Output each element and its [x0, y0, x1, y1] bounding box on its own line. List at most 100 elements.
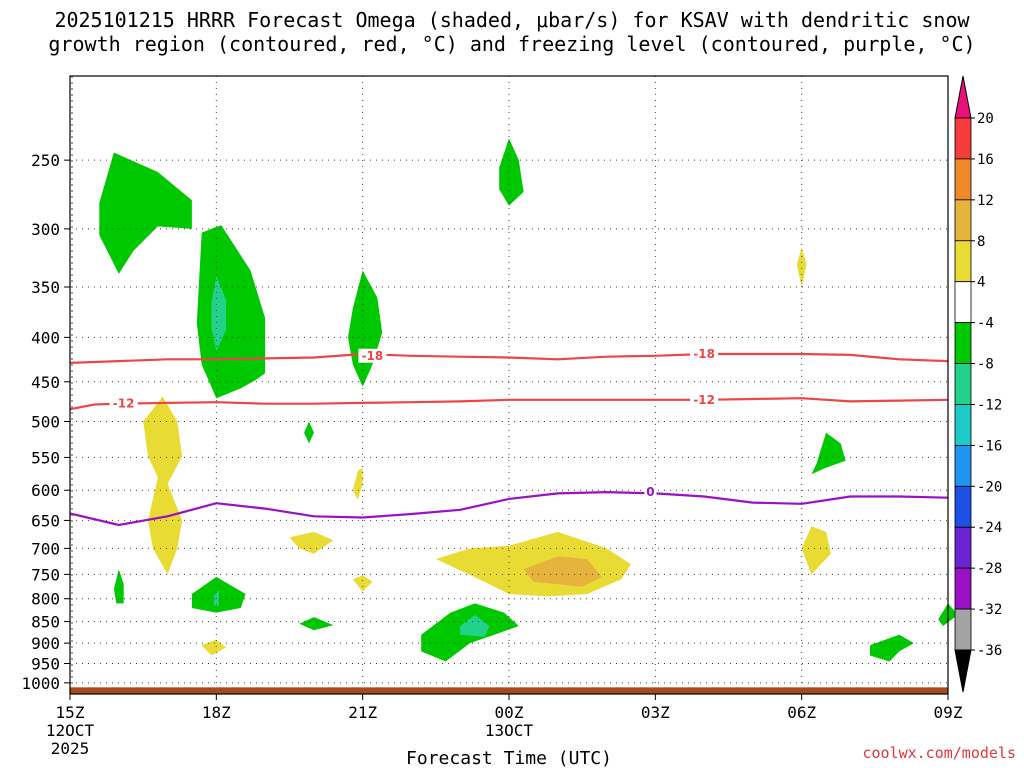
omega-region-green-18z-column — [196, 225, 266, 399]
y-tick-label-600: 600 — [31, 481, 60, 500]
x-tick-sublabel2-15Z: 2025 — [51, 739, 90, 758]
omega-region-yellow-17z-column — [143, 396, 183, 575]
colorbar-seg-12 — [954, 608, 972, 651]
x-tick-label-03Z: 03Z — [641, 703, 670, 722]
omega-region-green-07z-low — [870, 634, 914, 662]
colorbar-label-9: -20 — [977, 479, 1002, 495]
colorbar-seg-1 — [954, 158, 972, 201]
omega-region-teal-23z-core — [460, 614, 490, 637]
omega-region-green-20z-low — [299, 617, 334, 631]
colorbar-seg-0 — [954, 117, 972, 160]
x-tick-label-21Z: 21Z — [348, 703, 377, 722]
contour-label-freezing-level-0-0: 0 — [646, 485, 654, 499]
colorbar-seg-8 — [954, 444, 972, 487]
omega-region-yellow-01z-low — [435, 531, 631, 597]
y-tick-label-300: 300 — [31, 220, 60, 239]
site-credit: coolwx.com/models — [862, 744, 1016, 762]
omega-region-green-21z-column — [348, 270, 383, 387]
x-tick-label-00Z: 00Z — [495, 703, 524, 722]
contour-freezing-level-0 — [69, 490, 949, 527]
colorbar: 20 16 12 8 4 -4 -8 -12 -16 -20 -24 -28 -32 -36 — [954, 75, 1002, 693]
x-tick-label-06Z: 06Z — [787, 703, 816, 722]
colorbar-seg-3 — [954, 240, 972, 283]
colorbar-label-4: 4 — [977, 275, 985, 291]
colorbar-seg-10 — [954, 526, 972, 569]
colorbar-label-1: 16 — [977, 152, 994, 168]
y-tick-label-850: 850 — [31, 613, 60, 632]
colorbar-seg-11 — [954, 567, 972, 610]
x-tick-label-09Z: 09Z — [934, 703, 963, 722]
colorbar-seg-4 — [954, 281, 972, 324]
colorbar-label-6: -8 — [977, 357, 994, 373]
omega-region-teal-18z-low — [213, 589, 219, 606]
omega-region-yellow-6z-top — [796, 247, 807, 287]
omega-region-yellow-18z-low — [201, 639, 227, 656]
chart-title: 2025101215 HRRR Forecast Omega (shaded, … — [0, 8, 1024, 56]
x-axis-title: Forecast Time (UTC) — [406, 748, 612, 768]
y-tick-label-750: 750 — [31, 565, 60, 584]
colorbar-seg-7 — [954, 404, 972, 446]
x-tick-label-15Z: 15Z — [56, 703, 85, 722]
colorbar-top-arrow — [954, 75, 972, 119]
grid-lines — [70, 76, 948, 694]
contour-label-bg-freezing-level-0-0 — [644, 485, 657, 500]
colorbar-label-12: -32 — [977, 602, 1002, 618]
colorbar-seg-6 — [954, 363, 972, 405]
colorbar-seg-9 — [954, 485, 972, 528]
colorbar-label-7: -12 — [977, 397, 1002, 413]
colorbar-label-11: -28 — [977, 561, 1002, 577]
colorbar-label-5: -4 — [977, 316, 994, 332]
contour-dendritic-minus12 — [69, 397, 949, 411]
colorbar-label-8: -16 — [977, 438, 1002, 454]
contour-label-bg-dendritic-minus12-0 — [109, 396, 138, 411]
omega-region-green-upper-left — [99, 152, 192, 274]
contour-label-bg-dendritic-minus18-1 — [690, 346, 719, 361]
colorbar-bottom-arrow — [954, 649, 972, 693]
ground-fill — [70, 687, 948, 694]
contour-label-bg-dendritic-minus18-0 — [358, 348, 387, 363]
x-tick-sublabel-00Z: 13OCT — [485, 721, 534, 740]
y-tick-label-800: 800 — [31, 590, 60, 609]
omega-region-green-20z-small — [304, 421, 314, 444]
contour-label-dendritic-minus18-0: -18 — [362, 349, 384, 363]
colorbar-label-10: -24 — [977, 520, 1002, 536]
y-tick-label-350: 350 — [31, 278, 60, 297]
omega-region-green-16z-low — [113, 569, 124, 604]
y-tick-label-950: 950 — [31, 655, 60, 674]
omega-region-teal-18z-core — [211, 276, 227, 352]
omega-region-green-06z-mid — [811, 432, 846, 475]
y-tick-label-400: 400 — [31, 328, 60, 347]
x-tick-label-18Z: 18Z — [202, 703, 231, 722]
chart-title-line2: growth region (contoured, red, °C) and f… — [48, 32, 976, 56]
omega-region-orange-01z-core — [523, 556, 602, 587]
omega-region-yellow-20z-small — [289, 531, 334, 554]
axes: 250 300 350 400 450 500 550 600 650 700 750 800 850 9… — [21, 151, 962, 758]
ground-layer — [70, 687, 948, 694]
colorbar-seg-5 — [954, 322, 972, 364]
colorbar-seg-2 — [954, 199, 972, 242]
contour-label-dendritic-minus12-1: -12 — [693, 393, 715, 407]
y-tick-label-700: 700 — [31, 539, 60, 558]
omega-region-yellow-21z-low — [352, 575, 373, 592]
y-tick-label-900: 900 — [31, 634, 60, 653]
y-tick-label-550: 550 — [31, 448, 60, 467]
y-tick-label-1000: 1000 — [21, 674, 60, 693]
colorbar-label-2: 12 — [977, 193, 994, 209]
colorbar-label-0: 20 — [977, 111, 994, 127]
contour-dendritic-minus18 — [69, 352, 949, 364]
y-tick-label-500: 500 — [31, 412, 60, 431]
omega-region-yellow-21z-small — [352, 467, 363, 500]
colorbar-label-3: 8 — [977, 234, 985, 250]
y-tick-label-250: 250 — [31, 151, 60, 170]
y-tick-label-650: 650 — [31, 511, 60, 530]
contour-label-bg-dendritic-minus12-1 — [690, 392, 719, 407]
contour-label-dendritic-minus18-1: -18 — [693, 347, 715, 361]
y-tick-label-450: 450 — [31, 373, 60, 392]
contour-lines: -18 -18 -12 -12 0 — [69, 346, 949, 527]
x-tick-sublabel-15Z: 12OCT — [46, 721, 95, 740]
contour-label-dendritic-minus12-0: -12 — [113, 397, 135, 411]
chart-title-line1: 2025101215 HRRR Forecast Omega (shaded, … — [54, 8, 970, 32]
omega-region-yellow-06z-mid — [801, 526, 831, 575]
colorbar-label-13: -36 — [977, 643, 1002, 659]
